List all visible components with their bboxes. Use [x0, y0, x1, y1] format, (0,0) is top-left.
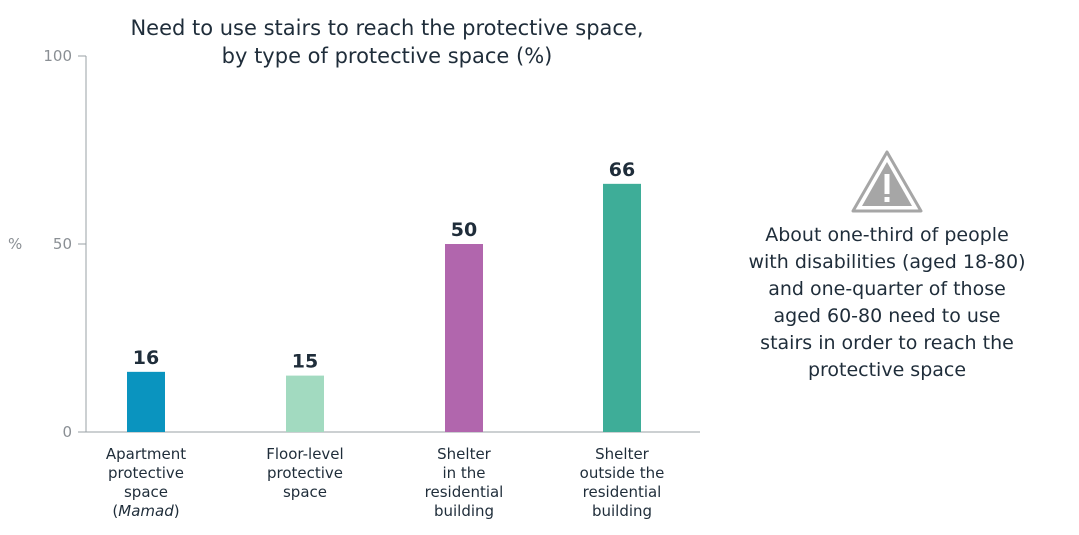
- category-label: Shelter outside the residential building: [552, 445, 692, 535]
- category-label-line: Floor-level: [266, 445, 344, 463]
- category-label-line: building: [591, 502, 653, 520]
- category-label-line: in the: [442, 464, 486, 482]
- category-label: Floor-level protective space: [235, 445, 375, 535]
- category-label-line: protective: [266, 464, 344, 482]
- y-tick-label: 50: [53, 235, 72, 253]
- y-axis: 0 50 100%: [8, 47, 700, 441]
- category-label: Shelter in the residential building: [394, 445, 534, 535]
- category-label-line: Apartment: [105, 445, 187, 463]
- category-label-line: residential: [424, 483, 504, 501]
- callout-line: aged 60-80 need to use: [773, 305, 1001, 327]
- data-label: 15: [292, 351, 318, 373]
- callout: About one-third of people with disabilit…: [698, 148, 1076, 384]
- category-label-line: space: [123, 483, 168, 501]
- callout-text: About one-third of people with disabilit…: [698, 222, 1076, 384]
- data-label: 50: [451, 219, 477, 241]
- bar: [445, 244, 483, 432]
- category-label-line: space: [282, 483, 327, 501]
- callout-line: and one-quarter of those: [768, 278, 1006, 300]
- chart-title-line-2: by type of protective space (%): [221, 44, 553, 68]
- bar: [603, 183, 641, 432]
- callout-line: About one-third of people: [765, 224, 1009, 246]
- category-label-line: (Mamad): [112, 502, 180, 520]
- callout-line: protective space: [807, 359, 967, 381]
- warning-triangle-icon: [851, 150, 923, 213]
- category-label-line: protective: [107, 464, 185, 482]
- bar: [286, 375, 324, 432]
- callout-line: stairs in order to reach the: [760, 332, 1014, 354]
- chart-title-line-1: Need to use stairs to reach the protecti…: [130, 16, 644, 40]
- data-label: 16: [133, 347, 159, 369]
- chart-title: Need to use stairs to reach the protecti…: [85, 14, 689, 70]
- category-label-line: Shelter: [595, 445, 649, 463]
- category-label-line: Shelter: [437, 445, 491, 463]
- data-label: 66: [609, 159, 635, 181]
- y-tick-label: 0: [62, 423, 72, 441]
- category-label-line: outside the: [579, 464, 665, 482]
- category-label-line: building: [433, 502, 495, 520]
- category-label: Apartment protective space (Mamad): [76, 445, 216, 535]
- bars: 16 15 50 66: [127, 159, 641, 432]
- callout-line: with disabilities (aged 18-80): [748, 251, 1026, 273]
- bar: [127, 371, 165, 432]
- y-tick-label: 100: [43, 47, 72, 65]
- y-axis-label: %: [8, 235, 22, 253]
- category-label-line: residential: [582, 483, 662, 501]
